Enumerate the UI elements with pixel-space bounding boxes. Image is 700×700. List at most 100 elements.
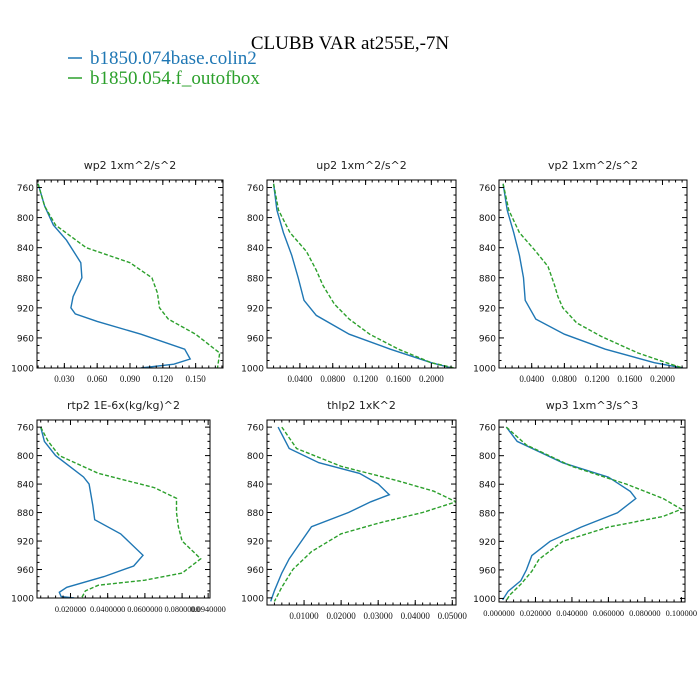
panel-title-5: wp3 1xm^3/s^3 — [546, 399, 639, 412]
series-line-4-1 — [273, 426, 456, 602]
panel-0: wp2 1xm^2/s^2 760 800 840 880 920 960 1000 0.030… — [11, 159, 224, 384]
xtick-label-1: 0.0400 — [287, 374, 312, 384]
ytick-label-0: 800 — [17, 214, 34, 224]
ytick-label-1: 760 — [247, 184, 264, 194]
ytick-label-4: 960 — [247, 566, 264, 576]
xtick-label-4: 0.05000 — [438, 611, 468, 621]
xtick-label-0: 0.060 — [87, 374, 108, 384]
ytick-label-1: 880 — [247, 274, 264, 284]
ytick-label-1: 960 — [247, 334, 264, 344]
ytick-label-5: 880 — [479, 509, 496, 519]
ytick-label-4: 880 — [247, 509, 264, 519]
xtick-label-2: 0.2000 — [650, 374, 675, 384]
ytick-label-5: 960 — [479, 566, 496, 576]
ytick-label-0: 960 — [17, 334, 34, 344]
xtick-label-1: 0.2000 — [419, 374, 444, 384]
xtick-label-3: 0.0600000 — [127, 605, 162, 614]
legend-label-1: b1850.054.f_outofbox — [90, 68, 260, 89]
xtick-label-5: 0.060000 — [593, 609, 624, 618]
ytick-label-2: 1000 — [473, 365, 496, 375]
ytick-label-4: 1000 — [241, 594, 264, 604]
ytick-label-4: 760 — [247, 424, 264, 434]
xtick-label-3: 0.020000 — [55, 605, 86, 614]
panel-1: up2 1xm^2/s^2 760 800 840 880 920 960 1000 0.040… — [241, 159, 457, 384]
ytick-label-3: 880 — [17, 509, 34, 519]
ytick-label-0: 880 — [17, 274, 34, 284]
xtick-label-2: 0.1600 — [617, 374, 642, 384]
xtick-label-1: 0.1600 — [386, 374, 411, 384]
xtick-label-5: 0.040000 — [556, 609, 587, 618]
plot-frame-1 — [266, 179, 457, 369]
ytick-label-0: 760 — [17, 184, 34, 194]
ytick-label-5: 760 — [479, 424, 496, 434]
xtick-label-0: 0.150 — [186, 374, 207, 384]
panel-title-2: vp2 1xm^2/s^2 — [548, 159, 638, 172]
ytick-label-1: 840 — [247, 244, 264, 254]
ytick-label-3: 1000 — [11, 595, 34, 605]
ytick-label-2: 920 — [479, 304, 496, 314]
panel-2: vp2 1xm^2/s^2 760 800 840 880 920 960 1000 0.040… — [473, 159, 688, 384]
series-line-2-0 — [502, 183, 684, 368]
ytick-label-2: 960 — [479, 334, 496, 344]
xtick-label-0: 0.120 — [153, 374, 174, 384]
ytick-label-5: 1000 — [473, 595, 496, 605]
series-line-0-0 — [37, 183, 192, 368]
panel-3: rtp2 1E-6x(kg/kg)^2 760 800 840 880 920 960 100… — [11, 399, 226, 614]
panel-title-1: up2 1xm^2/s^2 — [316, 159, 407, 172]
series-line-3-1 — [40, 426, 202, 598]
xtick-label-5: 0.080000 — [629, 609, 660, 618]
ytick-label-1: 800 — [247, 214, 264, 224]
xtick-label-0: 0.090 — [120, 374, 141, 384]
ytick-label-0: 1000 — [11, 365, 34, 375]
ytick-label-4: 800 — [247, 452, 264, 462]
ytick-label-5: 920 — [479, 538, 496, 548]
ytick-label-1: 920 — [247, 304, 264, 314]
series-line-5-0 — [502, 426, 637, 601]
xtick-label-5: 0.020000 — [520, 609, 551, 618]
xtick-label-5: 0.000000 — [483, 609, 514, 618]
xtick-label-1: 0.0800 — [320, 374, 345, 384]
ytick-label-0: 920 — [17, 304, 34, 314]
xtick-label-3: 0.0940000 — [191, 605, 226, 614]
panel-title-4: thlp2 1xK^2 — [327, 399, 396, 412]
plot-frame-3 — [36, 419, 211, 599]
xtick-label-4: 0.02000 — [326, 611, 356, 621]
xtick-label-4: 0.01000 — [289, 611, 319, 621]
series-line-3-0 — [40, 426, 144, 598]
ytick-label-4: 840 — [247, 481, 264, 491]
panel-title-3: rtp2 1E-6x(kg/kg)^2 — [67, 399, 180, 412]
ytick-label-2: 760 — [479, 184, 496, 194]
ytick-label-0: 840 — [17, 244, 34, 254]
ytick-label-1: 1000 — [241, 365, 264, 375]
xtick-label-5: 0.100000 — [666, 609, 697, 618]
series-line-4-0 — [270, 426, 391, 602]
xtick-label-3: 0.0800000 — [164, 605, 199, 614]
plot-frame-0 — [36, 179, 224, 369]
figure-title: CLUBB VAR at255E,-7N — [251, 33, 450, 54]
series-line-2-1 — [502, 183, 684, 368]
xtick-label-1: 0.1200 — [353, 374, 378, 384]
series-line-1-1 — [272, 183, 455, 368]
ytick-label-5: 800 — [479, 452, 496, 462]
xtick-label-2: 0.0800 — [552, 374, 577, 384]
xtick-label-2: 0.1200 — [585, 374, 610, 384]
ytick-label-4: 920 — [247, 537, 264, 547]
series-line-5-1 — [505, 426, 683, 601]
xtick-label-3: 0.0400000 — [90, 605, 125, 614]
ytick-label-2: 880 — [479, 274, 496, 284]
series-line-1-0 — [272, 183, 453, 368]
ytick-label-3: 920 — [17, 538, 34, 548]
ytick-label-3: 960 — [17, 566, 34, 576]
plot-frame-5 — [498, 419, 686, 603]
panel-title-0: wp2 1xm^2/s^2 — [84, 159, 177, 172]
ytick-label-2: 840 — [479, 244, 496, 254]
xtick-label-2: 0.0400 — [519, 374, 544, 384]
panel-4: thlp2 1xK^2 760 800 840 880 920 960 1000 0.01000… — [241, 399, 467, 621]
ytick-label-5: 840 — [479, 481, 496, 491]
ytick-label-3: 800 — [17, 452, 34, 462]
xtick-label-4: 0.03000 — [364, 611, 394, 621]
plot-frame-2 — [498, 179, 688, 369]
panel-5: wp3 1xm^3/s^3 760 800 840 880 920 960 1000 0.000… — [473, 399, 697, 618]
